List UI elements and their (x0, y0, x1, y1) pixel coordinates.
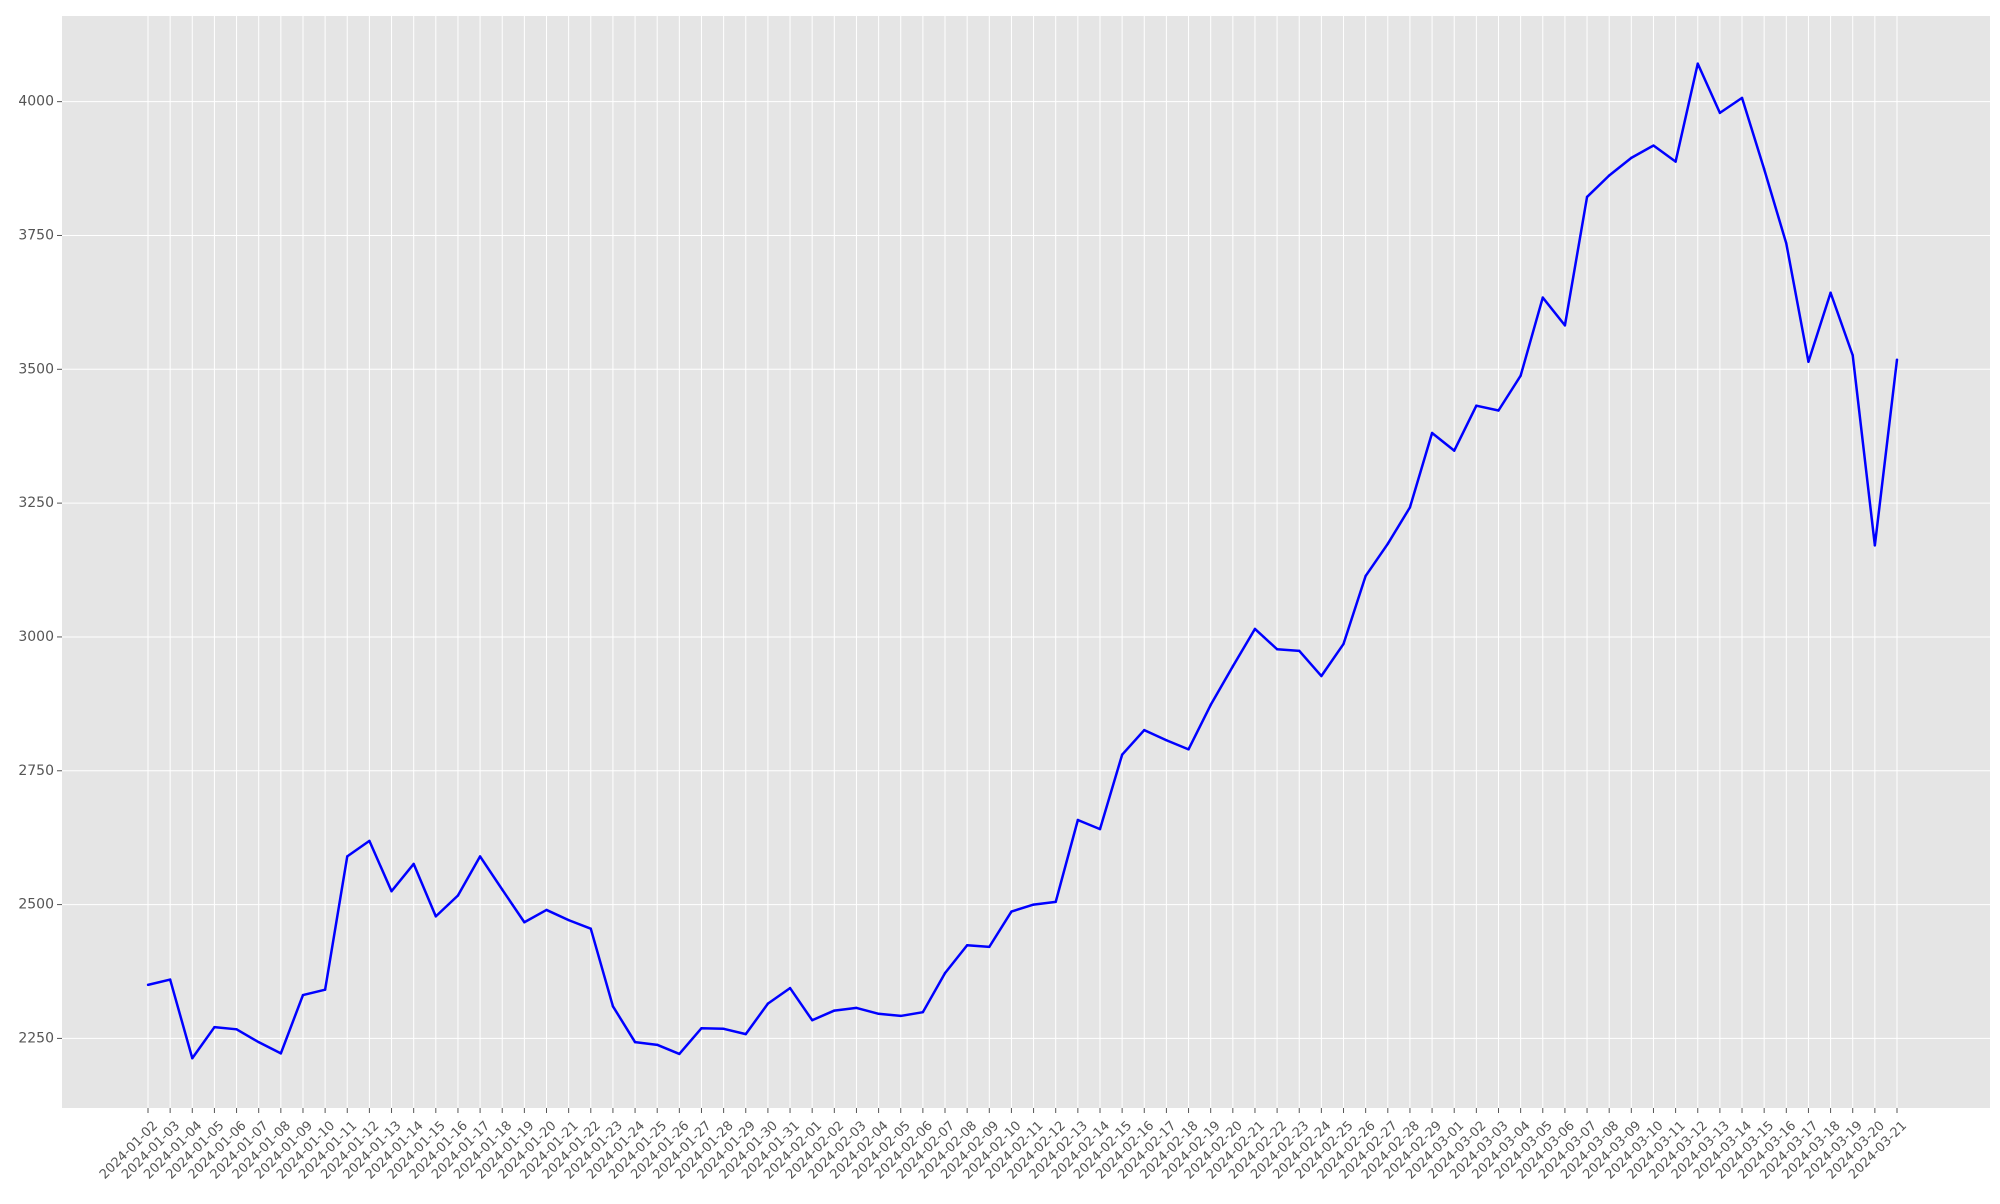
data-point (1120, 753, 1124, 756)
data-point (899, 1014, 902, 1018)
data-point (965, 944, 969, 947)
data-point (545, 908, 548, 912)
data-point (1807, 360, 1810, 363)
data-point (1696, 62, 1699, 65)
data-point (1032, 903, 1035, 906)
data-point (589, 927, 592, 930)
data-point (810, 1019, 814, 1022)
data-point (390, 890, 393, 893)
plot-background (62, 16, 1990, 1108)
data-point (611, 1005, 615, 1008)
data-point (1386, 542, 1389, 545)
data-point (1851, 354, 1854, 357)
data-point (257, 1040, 260, 1044)
data-point (456, 894, 460, 897)
data-point (1607, 174, 1611, 177)
data-point (1187, 748, 1190, 751)
data-point (1674, 160, 1677, 163)
data-point (191, 1057, 194, 1060)
data-point (235, 1028, 238, 1031)
data-point (1895, 358, 1899, 361)
data-point (877, 1012, 880, 1015)
data-point (1054, 900, 1057, 904)
data-point (1740, 96, 1744, 100)
data-point (678, 1052, 681, 1056)
data-point (1541, 296, 1544, 299)
data-point (1630, 156, 1633, 160)
y-tick-label: 2250 (18, 1030, 54, 1046)
data-point (1275, 648, 1279, 651)
data-point (1298, 649, 1301, 653)
data-point (1010, 910, 1013, 913)
data-point (1209, 703, 1212, 707)
data-point (323, 988, 327, 991)
data-point (301, 993, 305, 997)
data-point (788, 986, 792, 990)
data-point (1430, 431, 1434, 435)
data-point (1342, 642, 1345, 646)
y-tick-label: 3500 (18, 361, 54, 377)
data-point (1563, 324, 1567, 327)
data-point (855, 1006, 858, 1010)
data-point (523, 921, 526, 924)
data-point (988, 945, 991, 949)
data-point (1785, 242, 1788, 245)
data-point (656, 1043, 659, 1047)
data-point (1585, 195, 1589, 199)
data-point (1873, 544, 1877, 547)
data-point (1453, 449, 1456, 452)
y-tick-label: 2500 (18, 897, 54, 913)
data-point (766, 1002, 770, 1005)
series-layer (146, 62, 1899, 1060)
data-point (833, 1009, 836, 1012)
series-line (147, 62, 1899, 1060)
data-point (213, 1025, 216, 1029)
data-point (1762, 167, 1766, 171)
data-point (722, 1027, 725, 1030)
data-point (368, 839, 371, 843)
data-point (412, 862, 415, 866)
y-tick-label: 3750 (18, 227, 54, 243)
data-point (700, 1027, 703, 1030)
data-point (346, 855, 349, 858)
data-point (279, 1052, 283, 1055)
data-point (146, 983, 150, 987)
data-point (1497, 409, 1500, 412)
data-point (633, 1040, 637, 1044)
data-point (1253, 627, 1257, 631)
data-point (1143, 728, 1146, 732)
data-point (567, 918, 570, 922)
data-point (478, 855, 482, 858)
data-point (434, 915, 438, 918)
y-tick-label: 3000 (18, 629, 54, 645)
data-point (1320, 674, 1323, 678)
data-point (1652, 144, 1655, 147)
data-point (744, 1032, 747, 1036)
data-point (1718, 111, 1722, 115)
data-point (1231, 665, 1235, 668)
data-point (1076, 818, 1080, 822)
data-point (168, 978, 172, 981)
data-point (1475, 404, 1478, 407)
data-point (1519, 374, 1522, 377)
data-point (1364, 574, 1367, 578)
y-tick-label: 3250 (18, 495, 54, 511)
y-axis: 2250 2500 2750 3000 3250 3500 3750 4000 (18, 94, 62, 1046)
data-point (1829, 291, 1832, 294)
data-point (943, 971, 947, 975)
data-point (1165, 739, 1168, 742)
data-point (1098, 827, 1102, 831)
data-point (921, 1010, 925, 1014)
data-point (1408, 506, 1412, 509)
grid (62, 16, 1990, 1108)
x-axis: 2024-01-022024-01-032024-01-042024-01-05… (97, 1108, 1910, 1182)
data-point (501, 888, 504, 891)
y-tick-label: 4000 (18, 94, 54, 110)
y-tick-label: 2750 (18, 763, 54, 779)
